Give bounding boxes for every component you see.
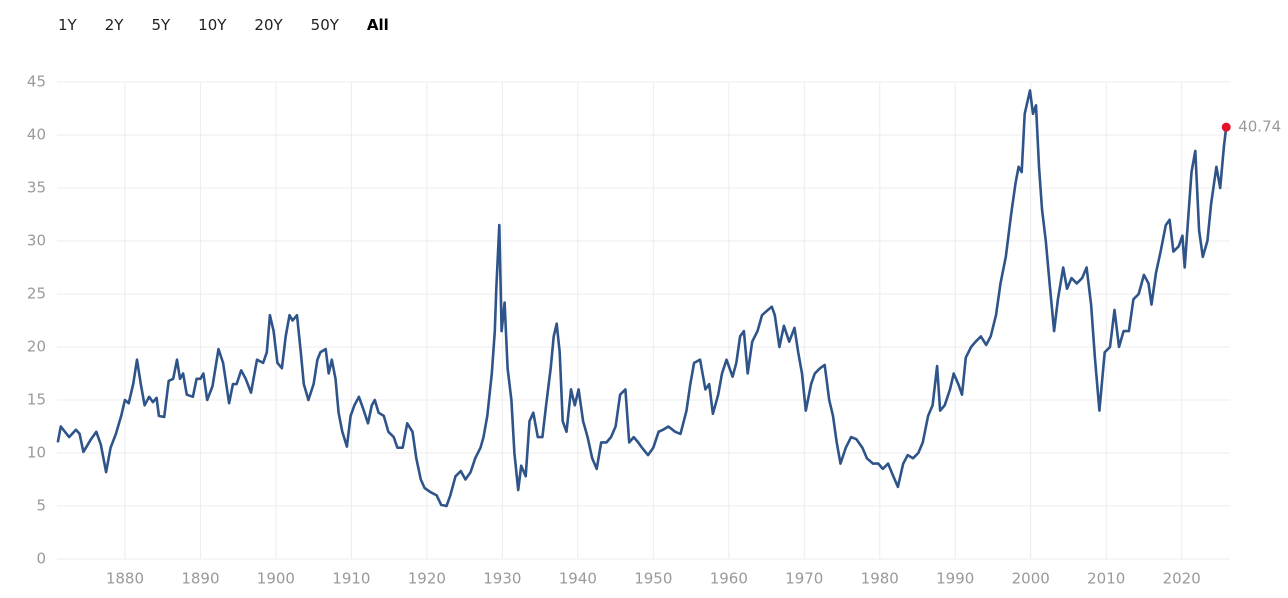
- x-tick-label: 2020: [1163, 570, 1201, 588]
- x-tick-label: 2010: [1087, 570, 1125, 588]
- y-tick-label: 25: [27, 285, 46, 303]
- x-tick-label: 1990: [936, 570, 974, 588]
- y-tick-label: 30: [27, 232, 46, 250]
- x-tick-label: 1900: [257, 570, 295, 588]
- range-button[interactable]: 50Y: [303, 14, 347, 36]
- range-button[interactable]: 1Y: [50, 14, 85, 36]
- y-tick-label: 0: [36, 550, 46, 568]
- y-tick-label: 15: [27, 391, 46, 409]
- x-tick-label: 1890: [181, 570, 219, 588]
- y-tick-label: 20: [27, 338, 46, 356]
- y-tick-label: 45: [27, 73, 46, 91]
- y-tick-label: 35: [27, 179, 46, 197]
- y-tick-label: 5: [36, 497, 46, 515]
- x-tick-label: 1940: [559, 570, 597, 588]
- x-tick-label: 1980: [861, 570, 899, 588]
- y-tick-label: 10: [27, 444, 46, 462]
- range-buttons: 1Y 2Y 5Y 10Y 20Y 50Y All: [50, 14, 409, 36]
- y-tick-label: 40: [27, 126, 46, 144]
- x-tick-label: 1880: [106, 570, 144, 588]
- range-button[interactable]: 10Y: [190, 14, 234, 36]
- x-tick-label: 1910: [332, 570, 370, 588]
- data-line: [56, 89, 1228, 508]
- last-value-label: 40.74: [1238, 118, 1281, 136]
- last-point: [1221, 122, 1231, 132]
- x-tick-label: 2000: [1012, 570, 1050, 588]
- x-tick-label: 1960: [710, 570, 748, 588]
- range-button[interactable]: 2Y: [97, 14, 132, 36]
- x-tick-label: 1970: [785, 570, 823, 588]
- range-button[interactable]: 20Y: [246, 14, 290, 36]
- x-tick-label: 1930: [483, 570, 521, 588]
- range-button[interactable]: 5Y: [143, 14, 178, 36]
- range-button[interactable]: All: [359, 14, 397, 36]
- x-tick-label: 1950: [634, 570, 672, 588]
- x-tick-label: 1920: [408, 570, 446, 588]
